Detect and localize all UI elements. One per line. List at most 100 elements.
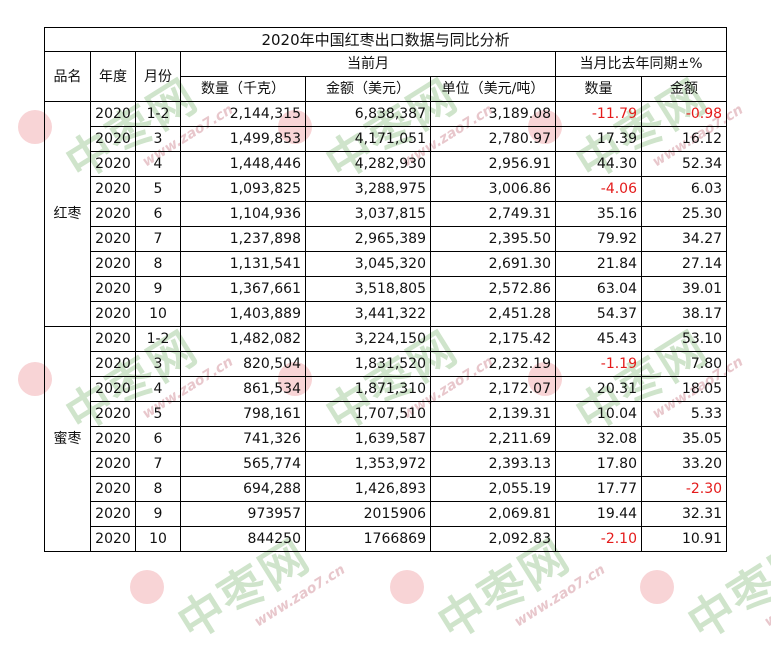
cell-unit-price: 2,393.13 [430, 451, 556, 477]
cell-amount: 1,353,972 [305, 451, 431, 477]
cell-qty: 741,326 [180, 426, 306, 452]
cell-unit-price: 2,780.97 [430, 126, 556, 152]
cell-amount: 1,707,510 [305, 401, 431, 427]
cell-unit-price: 2,139.31 [430, 401, 556, 427]
cell-month: 5 [135, 401, 181, 427]
header-yoy-amount: 金额 [640, 76, 728, 102]
cell-qty: 565,774 [180, 451, 306, 477]
cell-qty: 1,367,661 [180, 276, 306, 302]
cell-yoy-qty: -11.79 [555, 101, 642, 127]
cell-qty: 1,237,898 [180, 226, 306, 252]
cell-yoy-amount: 53.10 [640, 326, 728, 352]
cell-year: 2020 [90, 276, 136, 302]
cell-amount: 1766869 [305, 526, 431, 552]
cell-amount: 3,037,815 [305, 201, 431, 227]
cell-yoy-qty: 44.30 [555, 151, 642, 177]
subheader-row: 数量（千克） 金额（美元） 单位（美元/吨） 数量 金额 [45, 76, 728, 102]
cell-yoy-qty: 10.04 [555, 401, 642, 427]
cell-yoy-amount: 34.27 [640, 226, 728, 252]
cell-year: 2020 [90, 201, 136, 227]
cell-amount: 3,045,320 [305, 251, 431, 277]
cell-month: 9 [135, 501, 181, 527]
header-qty: 数量（千克） [180, 76, 306, 102]
cell-yoy-qty: -1.19 [555, 351, 642, 377]
cell-month: 3 [135, 126, 181, 152]
cell-unit-price: 2,232.19 [430, 351, 556, 377]
table-row: 2020 9 973957 2015906 2,069.81 19.44 32.31 [45, 501, 728, 527]
cell-unit-price: 2,395.50 [430, 226, 556, 252]
cell-qty: 694,288 [180, 476, 306, 502]
cell-year: 2020 [90, 526, 136, 552]
cell-month: 5 [135, 176, 181, 202]
cell-amount: 1,871,310 [305, 376, 431, 402]
header-amount: 金额（美元） [305, 76, 431, 102]
cell-yoy-amount: 33.20 [640, 451, 728, 477]
cell-qty: 1,403,889 [180, 301, 306, 327]
cell-qty: 973957 [180, 501, 306, 527]
cell-month: 7 [135, 451, 181, 477]
cell-amount: 4,171,051 [305, 126, 431, 152]
cell-qty: 861,534 [180, 376, 306, 402]
cell-unit-price: 2,092.83 [430, 526, 556, 552]
cell-unit-price: 2,691.30 [430, 251, 556, 277]
cell-month: 6 [135, 201, 181, 227]
product-name-cell: 蜜枣 [44, 326, 91, 552]
cell-month: 4 [135, 376, 181, 402]
table-title: 2020年中国红枣出口数据与同比分析 [43, 27, 728, 52]
header-month: 月份 [135, 51, 181, 102]
cell-unit-price: 2,956.91 [430, 151, 556, 177]
cell-month: 8 [135, 476, 181, 502]
cell-year: 2020 [90, 476, 136, 502]
cell-yoy-amount: 38.17 [640, 301, 728, 327]
cell-qty: 798,161 [180, 401, 306, 427]
cell-yoy-amount: 25.30 [640, 201, 728, 227]
cell-qty: 1,104,936 [180, 201, 306, 227]
cell-yoy-qty: 20.31 [555, 376, 642, 402]
cell-unit-price: 2,749.31 [430, 201, 556, 227]
cell-amount: 3,441,322 [305, 301, 431, 327]
cell-yoy-qty: 21.84 [555, 251, 642, 277]
cell-amount: 1,831,520 [305, 351, 431, 377]
cell-year: 2020 [90, 101, 136, 127]
table-row: 2020 6 1,104,936 3,037,815 2,749.31 35.16 25.3… [45, 201, 728, 227]
header-current-month: 当前月 [180, 51, 556, 77]
cell-unit-price: 3,006.86 [430, 176, 556, 202]
cell-amount: 2015906 [305, 501, 431, 527]
table-row: 2020 7 565,774 1,353,972 2,393.13 17.80 33.20 [45, 451, 728, 477]
cell-qty: 1,482,082 [180, 326, 306, 352]
cell-yoy-amount: 35.05 [640, 426, 728, 452]
table-row: 2020 8 1,131,541 3,045,320 2,691.30 21.84 27.1… [45, 251, 728, 277]
cell-month: 9 [135, 276, 181, 302]
cell-yoy-qty: 17.80 [555, 451, 642, 477]
cell-amount: 3,518,805 [305, 276, 431, 302]
table-row: 2020 4 1,448,446 4,282,930 2,956.91 44.30 52.3… [45, 151, 728, 177]
cell-yoy-amount: 18.05 [640, 376, 728, 402]
table-row: 2020 5 1,093,825 3,288,975 3,006.86 -4.06 6.03 [45, 176, 728, 202]
cell-year: 2020 [90, 151, 136, 177]
cell-amount: 6,838,387 [305, 101, 431, 127]
table-row: 2020 3 820,504 1,831,520 2,232.19 -1.19 7.80 [45, 351, 728, 377]
cell-month: 8 [135, 251, 181, 277]
cell-amount: 2,965,389 [305, 226, 431, 252]
cell-yoy-qty: 32.08 [555, 426, 642, 452]
cell-year: 2020 [90, 226, 136, 252]
cell-unit-price: 2,175.42 [430, 326, 556, 352]
cell-yoy-qty: 63.04 [555, 276, 642, 302]
cell-month: 4 [135, 151, 181, 177]
cell-year: 2020 [90, 176, 136, 202]
cell-yoy-amount: 6.03 [640, 176, 728, 202]
table-row: 2020 10 1,403,889 3,441,322 2,451.28 54.37 38.… [45, 301, 728, 327]
table-row: 2020 5 798,161 1,707,510 2,139.31 10.04 5.33 [45, 401, 728, 427]
cell-month: 10 [135, 301, 181, 327]
title-row: 2020年中国红枣出口数据与同比分析 [43, 27, 728, 52]
cell-year: 2020 [90, 326, 136, 352]
cell-yoy-amount: 32.31 [640, 501, 728, 527]
cell-amount: 3,288,975 [305, 176, 431, 202]
cell-qty: 1,131,541 [180, 251, 306, 277]
cell-unit-price: 2,055.19 [430, 476, 556, 502]
cell-yoy-amount: 10.91 [640, 526, 728, 552]
cell-amount: 1,426,893 [305, 476, 431, 502]
header-yoy: 当月比去年同期±% [554, 51, 728, 77]
cell-month: 7 [135, 226, 181, 252]
cell-year: 2020 [90, 401, 136, 427]
